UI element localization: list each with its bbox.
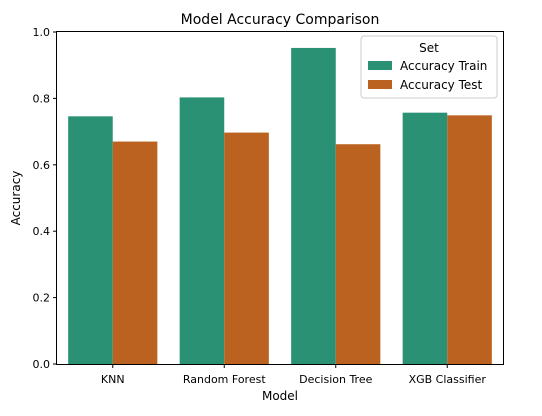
legend-title: Set xyxy=(419,41,439,55)
legend-label: Accuracy Test xyxy=(400,78,483,92)
y-tick-label: 0.8 xyxy=(33,92,51,105)
bar-train xyxy=(402,112,448,365)
y-tick-label: 1.0 xyxy=(33,26,51,39)
chart-title: Model Accuracy Comparison xyxy=(181,12,380,28)
y-axis-label: Accuracy xyxy=(9,171,23,226)
bar-test xyxy=(335,144,381,364)
x-tick-label: Decision Tree xyxy=(299,373,372,386)
legend-frame xyxy=(360,35,498,99)
y-axis: 0.0 0.2 0.4 0.6 0.8 1.0 xyxy=(33,26,57,371)
plot-frame xyxy=(56,31,504,365)
legend-swatch xyxy=(368,80,392,89)
bar-train xyxy=(68,116,113,364)
legend-label: Accuracy Train xyxy=(400,59,487,73)
x-tick-label: XGB Classifier xyxy=(409,373,487,386)
legend: Set Accuracy Train Accuracy Test xyxy=(360,35,498,99)
x-tick-label: KNN xyxy=(101,373,125,386)
bar-train xyxy=(179,97,225,365)
x-axis: KNN Random Forest Decision Tree XGB Classif… xyxy=(101,364,486,386)
bar-test xyxy=(447,115,492,364)
x-axis-label: Model xyxy=(262,389,298,403)
legend-swatch xyxy=(368,61,392,70)
x-tick-label: Random Forest xyxy=(183,373,266,386)
y-tick-label: 0.2 xyxy=(33,292,51,305)
bar-test xyxy=(112,141,158,364)
y-tick-label: 0.4 xyxy=(33,225,51,238)
y-tick-label: 0.6 xyxy=(33,159,51,172)
y-tick-label: 0.0 xyxy=(33,358,51,371)
bar-train xyxy=(291,47,336,364)
bar-test xyxy=(224,132,269,364)
bars xyxy=(68,47,492,365)
